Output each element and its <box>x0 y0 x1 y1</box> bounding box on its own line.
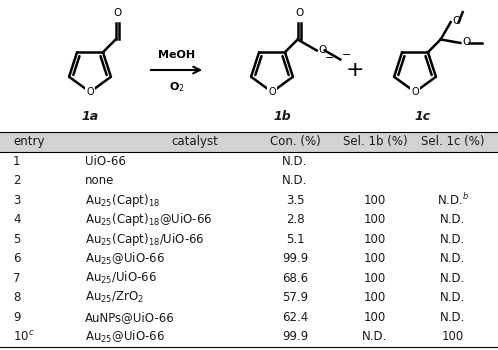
Text: 68.6: 68.6 <box>282 272 308 285</box>
Text: Au$_{25}$/ZrO$_{2}$: Au$_{25}$/ZrO$_{2}$ <box>85 290 144 305</box>
Text: UiO-66: UiO-66 <box>85 155 126 168</box>
Text: MeOH: MeOH <box>158 50 195 60</box>
Text: 8: 8 <box>13 291 20 304</box>
Text: 5: 5 <box>13 233 20 246</box>
Text: 100: 100 <box>364 233 386 246</box>
Text: Au$_{25}$/UiO-66: Au$_{25}$/UiO-66 <box>85 270 157 286</box>
Text: −: − <box>342 50 352 61</box>
Text: Au$_{25}$(Capt)$_{18}$@UiO-66: Au$_{25}$(Capt)$_{18}$@UiO-66 <box>85 211 212 228</box>
Text: −: − <box>325 54 334 63</box>
Text: 1: 1 <box>13 155 20 168</box>
Text: N.D.$^{b}$: N.D.$^{b}$ <box>437 192 469 208</box>
Text: O: O <box>86 87 94 97</box>
Text: 3: 3 <box>13 194 20 207</box>
Text: 99.9: 99.9 <box>282 330 308 343</box>
Text: O: O <box>462 37 471 47</box>
Text: N.D.: N.D. <box>440 272 466 285</box>
Text: 100: 100 <box>364 291 386 304</box>
Text: N.D.: N.D. <box>440 252 466 265</box>
Text: 100: 100 <box>364 311 386 324</box>
Text: N.D.: N.D. <box>282 155 308 168</box>
Text: N.D.: N.D. <box>363 330 387 343</box>
Text: O: O <box>268 87 276 97</box>
Text: 100: 100 <box>442 330 464 343</box>
Text: 1c: 1c <box>415 110 431 123</box>
Text: Sel. 1c (%): Sel. 1c (%) <box>421 135 485 148</box>
Text: 1b: 1b <box>273 110 291 123</box>
Text: 4: 4 <box>13 213 20 226</box>
Text: O$_2$: O$_2$ <box>169 80 184 94</box>
Text: 100: 100 <box>364 272 386 285</box>
Text: Au$_{25}$(Capt)$_{18}$: Au$_{25}$(Capt)$_{18}$ <box>85 192 160 209</box>
Text: 9: 9 <box>13 311 20 324</box>
Text: N.D.: N.D. <box>440 311 466 324</box>
Text: 2: 2 <box>13 174 20 187</box>
Text: Con. (%): Con. (%) <box>269 135 320 148</box>
Text: 10$^{c}$: 10$^{c}$ <box>13 330 34 344</box>
Text: O: O <box>295 8 303 19</box>
Text: 5.1: 5.1 <box>286 233 304 246</box>
Text: none: none <box>85 174 115 187</box>
Text: 2.8: 2.8 <box>286 213 304 226</box>
Text: 100: 100 <box>364 213 386 226</box>
Text: +: + <box>346 60 365 80</box>
Text: 7: 7 <box>13 272 20 285</box>
Text: Au$_{25}$@UiO-66: Au$_{25}$@UiO-66 <box>85 251 165 267</box>
Text: 3.5: 3.5 <box>286 194 304 207</box>
Text: Sel. 1b (%): Sel. 1b (%) <box>343 135 407 148</box>
Text: N.D.: N.D. <box>282 174 308 187</box>
Text: 62.4: 62.4 <box>282 311 308 324</box>
Text: catalyst: catalyst <box>172 135 219 148</box>
Text: N.D.: N.D. <box>440 233 466 246</box>
Text: O: O <box>319 46 327 55</box>
Text: N.D.: N.D. <box>440 291 466 304</box>
Text: 1a: 1a <box>82 110 99 123</box>
Text: 99.9: 99.9 <box>282 252 308 265</box>
Text: Au$_{25}$(Capt)$_{18}$/UiO-66: Au$_{25}$(Capt)$_{18}$/UiO-66 <box>85 231 205 248</box>
Text: O: O <box>411 87 419 97</box>
Text: Au$_{25}$@UiO-66: Au$_{25}$@UiO-66 <box>85 329 165 345</box>
Text: 100: 100 <box>364 194 386 207</box>
Text: O: O <box>453 16 461 26</box>
Text: entry: entry <box>13 135 44 148</box>
Text: 6: 6 <box>13 252 20 265</box>
Text: 100: 100 <box>364 252 386 265</box>
Text: 57.9: 57.9 <box>282 291 308 304</box>
Text: O: O <box>113 8 122 19</box>
Bar <box>0 132 498 152</box>
Text: N.D.: N.D. <box>440 213 466 226</box>
Text: AuNPs@UiO-66: AuNPs@UiO-66 <box>85 311 175 324</box>
